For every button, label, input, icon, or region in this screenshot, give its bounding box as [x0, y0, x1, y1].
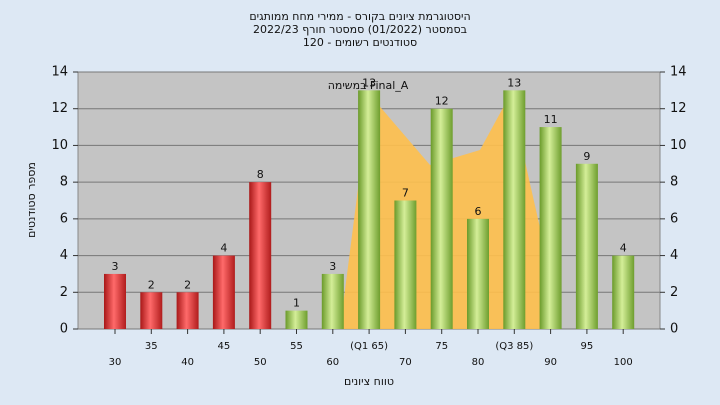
y2-tick-label: 6 — [670, 211, 678, 226]
x-tick-label: 45 — [218, 341, 231, 352]
x-tick-label: 40 — [181, 357, 194, 368]
x-tick-label: 60 — [326, 357, 339, 368]
bar — [467, 218, 489, 329]
y2-tick-label: 8 — [670, 175, 678, 190]
x-tick-label: 75 — [435, 341, 448, 352]
value-label: 9 — [583, 150, 590, 163]
x-tick-label: (Q1 65) — [350, 341, 388, 352]
value-label: 12 — [435, 95, 449, 108]
y-tick-label: 8 — [60, 175, 68, 190]
bar — [140, 292, 163, 329]
x-tick-label: 90 — [544, 357, 557, 368]
x-tick-label: 35 — [145, 341, 158, 352]
x-tick-label: 70 — [399, 357, 412, 368]
value-label: 1 — [293, 297, 300, 310]
value-label: 6 — [475, 205, 482, 218]
bar — [249, 182, 272, 329]
chart-subtitle: סטודנטים רשומים - 120 — [303, 36, 417, 49]
annotation: במשימה Final_A — [328, 79, 409, 92]
y-tick-label: 4 — [60, 248, 68, 263]
bar — [285, 310, 308, 329]
value-label: 3 — [112, 260, 119, 273]
bar — [503, 90, 526, 329]
y2-tick-label: 2 — [670, 285, 678, 300]
y-axis-label: מספר סטודנטים — [25, 162, 38, 238]
value-label: 13 — [507, 76, 521, 89]
x-tick-label: 95 — [581, 341, 594, 352]
value-label: 4 — [620, 242, 627, 255]
value-label: 11 — [544, 113, 558, 126]
value-label: 3 — [329, 260, 336, 273]
y-tick-label: 12 — [51, 101, 68, 116]
x-axis-label: טווח ציונים — [344, 375, 394, 388]
y2-tick-label: 0 — [670, 322, 678, 337]
chart-subtitle: בסמסטר (01/2022) סמסטר חורף 2022/23 — [253, 23, 467, 36]
bar — [539, 127, 562, 329]
x-tick-label: 55 — [290, 341, 303, 352]
y-tick-label: 0 — [60, 322, 68, 337]
bar — [104, 273, 126, 329]
y2-tick-label: 14 — [670, 65, 687, 80]
y2-tick-label: 10 — [670, 138, 687, 153]
value-label: 8 — [257, 168, 264, 181]
value-label: 13 — [362, 76, 376, 89]
bar — [212, 255, 235, 329]
value-label: 2 — [148, 278, 155, 291]
bar — [612, 255, 635, 329]
value-label: 4 — [220, 242, 227, 255]
x-tick-label: 30 — [109, 357, 122, 368]
y-tick-label: 14 — [51, 65, 68, 80]
y2-tick-label: 4 — [670, 248, 678, 263]
bar — [321, 273, 344, 329]
bar — [394, 200, 417, 329]
bar — [358, 90, 381, 329]
bar — [176, 292, 199, 329]
y-tick-label: 6 — [60, 211, 68, 226]
value-label: 7 — [402, 187, 409, 200]
y-tick-label: 10 — [51, 138, 68, 153]
x-tick-label: (Q3 85) — [495, 341, 533, 352]
chart-title: היסטוגרמת ציונים בקורס - ממירי מחח ממותג… — [249, 10, 470, 23]
x-tick-label: 100 — [614, 357, 633, 368]
y-tick-label: 2 — [60, 285, 68, 300]
bar — [430, 108, 453, 329]
x-tick-label: 80 — [472, 357, 485, 368]
value-label: 2 — [184, 278, 191, 291]
x-tick-label: 50 — [254, 357, 267, 368]
y2-tick-label: 12 — [670, 101, 687, 116]
bar — [575, 163, 598, 329]
